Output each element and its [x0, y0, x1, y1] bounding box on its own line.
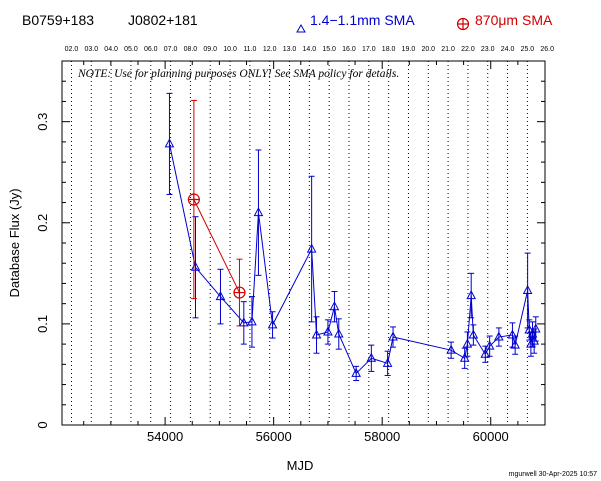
top-axis-year-label: 21.0 [441, 46, 455, 53]
top-axis-year-label: 22.0 [461, 46, 475, 53]
planning-note: NOTE: Use for planning purposes ONLY! Se… [77, 68, 399, 80]
x-tick-label: 56000 [256, 429, 292, 444]
x-tick-label: 54000 [147, 429, 183, 444]
data-point-triangle [215, 291, 226, 301]
data-point-triangle [382, 357, 393, 367]
data-point-triangle [366, 352, 377, 362]
top-axis-year-label: 12.0 [263, 46, 277, 53]
top-axis-year-label: 04.0 [104, 46, 118, 53]
data-point-triangle [507, 329, 518, 339]
data-point-triangle [510, 339, 520, 349]
axes: 02.0 03.0 04.0 05.0 06.0 07.0 08.0 09.0 10.0 11.0… [35, 46, 554, 444]
top-axis-year-label: 18.0 [382, 46, 396, 53]
data-point-triangle [253, 207, 264, 217]
top-axis-year-label: 26.0 [540, 46, 554, 53]
top-axis-year-label: 17.0 [362, 46, 376, 53]
data-point-triangle [462, 338, 473, 348]
data-point-triangle [446, 344, 456, 354]
data-point-triangle [484, 340, 495, 350]
data-point-triangle [494, 331, 504, 341]
series-line [193, 199, 240, 293]
top-axis-year-label: 16.0 [342, 46, 356, 53]
top-axis-year-label: 08.0 [184, 46, 198, 53]
source-name-j2000: J0802+181 [128, 12, 198, 28]
data-point-triangle [267, 319, 278, 329]
year-grid [70, 61, 528, 425]
data-point-triangle [247, 316, 257, 326]
data-point-triangle [333, 328, 344, 338]
data-point-cross [188, 194, 200, 206]
top-axis-year-label: 19.0 [402, 46, 416, 53]
data-point-triangle [388, 331, 398, 341]
data-point-triangle [323, 326, 333, 336]
data-point-triangle [164, 138, 175, 148]
data-point-triangle [468, 329, 479, 339]
top-axis-year-label: 02.0 [65, 46, 79, 53]
x-tick-label: 60000 [473, 429, 509, 444]
y-tick-label: 0.3 [35, 113, 50, 131]
y-tick-label: 0 [35, 421, 50, 428]
data-point-triangle [459, 352, 470, 362]
data-point-triangle [238, 317, 249, 327]
data-point-triangle [480, 348, 491, 358]
data-point-triangle [351, 367, 361, 377]
top-axis-year-label: 09.0 [203, 46, 217, 53]
top-axis-year-label: 15.0 [322, 46, 336, 53]
y-axis-label: Database Flux (Jy) [7, 188, 22, 297]
data-point-triangle [311, 329, 322, 339]
legend-series2-label: 870μm SMA [475, 12, 553, 28]
data-series [164, 92, 541, 382]
top-axis-year-label: 07.0 [164, 46, 178, 53]
data-point-triangle [329, 301, 340, 311]
y-tick-label: 0.1 [35, 315, 50, 333]
x-tick-label: 58000 [364, 429, 400, 444]
y-tick-label: 0.2 [35, 214, 50, 232]
data-point-cross [233, 287, 245, 299]
top-axis-year-label: 06.0 [144, 46, 158, 53]
top-axis-year-label: 10.0 [223, 46, 237, 53]
top-axis-year-label: 14.0 [303, 46, 317, 53]
top-axis-year-label: 20.0 [421, 46, 435, 53]
top-axis-year-label: 23.0 [481, 46, 495, 53]
legend-triangle-icon [296, 23, 306, 33]
top-axis-year-label: 05.0 [124, 46, 138, 53]
legend-circle-plus-cross-icon [457, 18, 469, 30]
plot-frame [61, 60, 546, 426]
legend-series1-label: 1.4−1.1mm SMA [310, 12, 415, 28]
data-point-triangle [466, 290, 477, 300]
top-axis-year-label: 13.0 [283, 46, 297, 53]
top-axis-year-label: 25.0 [521, 46, 535, 53]
series-line [168, 143, 537, 375]
source-name-b1950: B0759+183 [22, 12, 95, 28]
plot-signature: mgurwell 30-Apr-2025 10:57 [508, 471, 597, 478]
top-axis-year-label: 11.0 [243, 46, 256, 53]
data-point-triangle [522, 284, 533, 295]
top-axis-year-label: 24.0 [501, 46, 515, 53]
data-point-triangle [306, 243, 317, 253]
top-axis-year-label: 03.0 [84, 46, 98, 53]
x-axis-label: MJD [287, 458, 314, 473]
data-point-triangle [530, 323, 541, 333]
